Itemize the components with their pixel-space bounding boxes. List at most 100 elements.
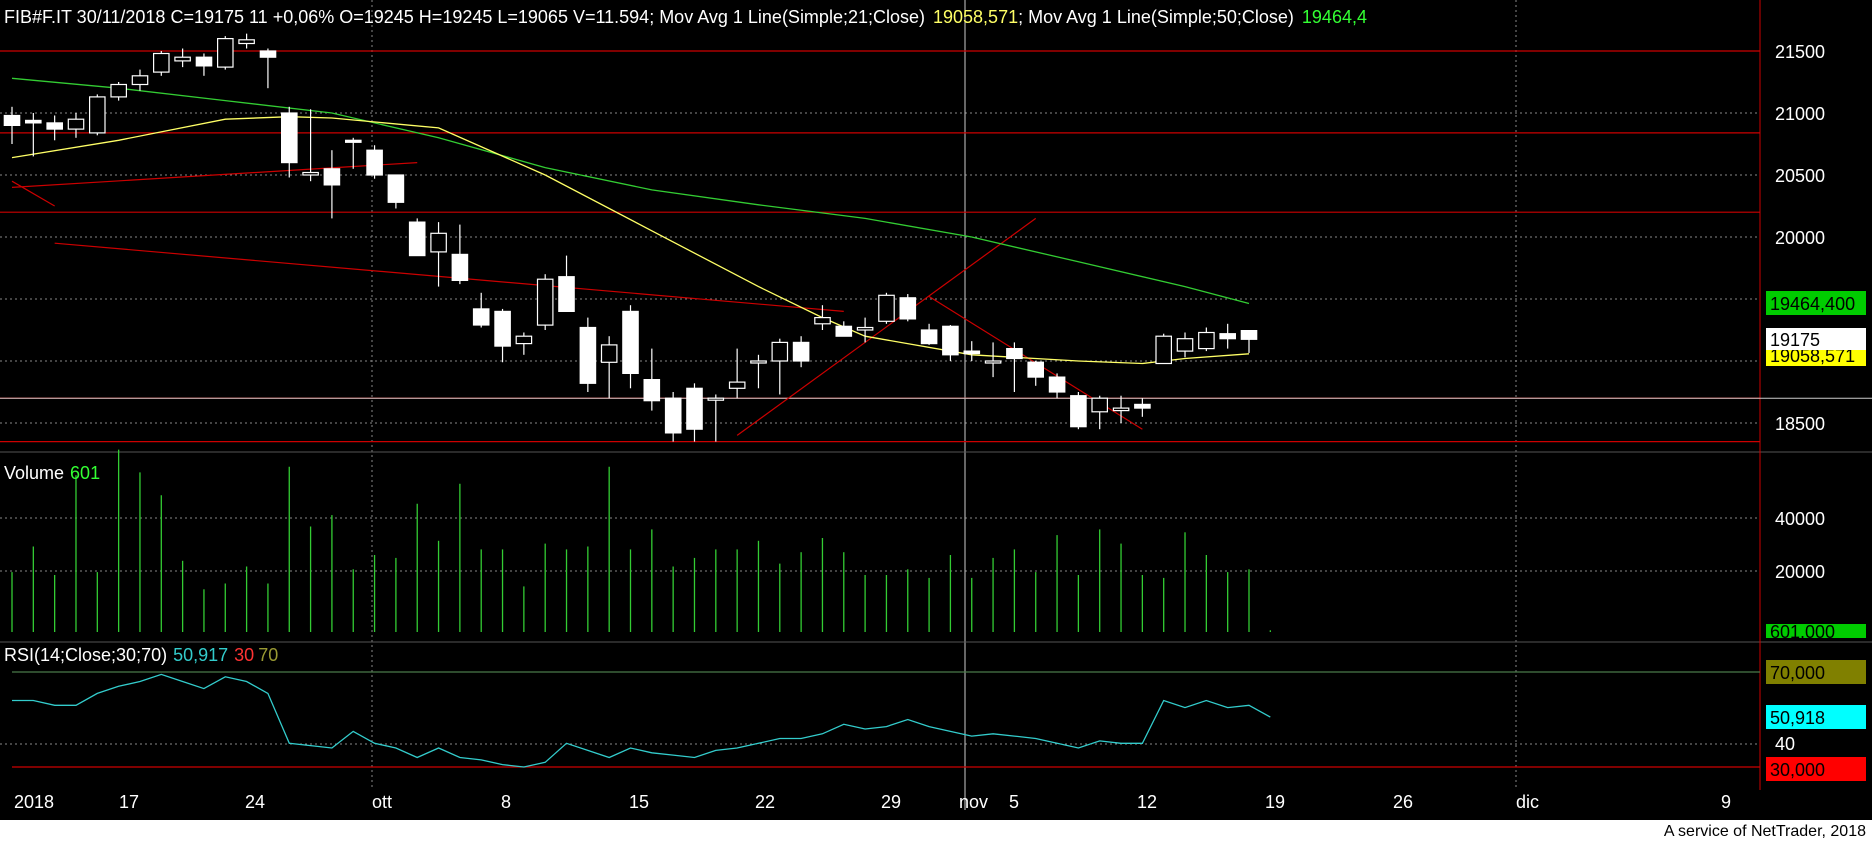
ma21-line [11,116,1250,365]
price-tick: 20000 [1775,228,1825,248]
date-tick: 2018 [14,792,54,812]
candlestick [707,394,725,442]
price-tick: 20500 [1775,166,1825,186]
candlestick [920,323,938,345]
date-tick: 9 [1721,792,1731,812]
gridlines [0,0,1760,790]
candle-body [1112,407,1130,412]
candlestick [25,113,42,157]
candle-body [728,381,746,389]
ma21-tag: 19058,571 [1770,346,1855,366]
candlestick [622,305,639,389]
date-tick: 22 [755,792,775,812]
candlestick [963,341,981,361]
candlestick [835,321,853,337]
volume-panel [11,449,1271,632]
footer-credit: A service of NetTrader, 2018 [1663,823,1866,840]
candle-body [579,326,597,384]
candlestick [515,332,533,355]
candle-body [345,139,362,143]
date-tick: 26 [1393,792,1413,812]
candlestick [366,145,383,179]
candle-body [195,56,213,67]
rsi-axis-ticks: 40 [1775,734,1795,754]
candlestick [217,36,234,70]
rsi-tick: 40 [1775,734,1795,754]
candle-body [1070,395,1087,428]
candle-body [1155,335,1172,365]
candlestick [984,342,1002,378]
candlestick [494,308,511,363]
close-tag: 19175 [1770,330,1820,350]
candle-body [814,317,831,325]
candlestick [451,224,469,285]
candlestick [408,218,426,257]
candle-body [451,253,469,281]
candlestick [345,137,362,169]
candle-body [46,122,63,130]
candlestick [1240,330,1258,353]
candle-body [494,310,511,347]
date-tick: 17 [119,792,139,812]
candle-body [1091,397,1108,413]
rsi-value-tag-bg [1766,705,1866,729]
candle-body [408,221,426,257]
candle-body [472,308,490,326]
candlestick [1219,323,1236,349]
candlestick [110,82,127,101]
rsi-high-tag-bg [1766,660,1866,684]
volume-panel-title: Volume 601 [4,463,100,483]
volume-tick: 40000 [1775,509,1825,529]
candle-body [878,294,895,322]
trendline [11,180,55,207]
candlestick [1155,333,1172,365]
candle-body [1134,403,1151,409]
candlestick [750,354,767,389]
candle-body [963,350,981,355]
ma50-label: ; Mov Avg 1 Line(Simple;50;Close) [1018,7,1294,27]
date-tick: 12 [1137,792,1157,812]
value-tags: 19464,400 19058,571 19175 601,000 70,000… [1766,291,1866,781]
stock-chart[interactable]: FIB#F.IT 30/11/2018 C=19175 11 +0,06% O=… [0,0,1872,820]
date-tick: nov [959,792,988,812]
candlestick [686,383,703,442]
candlestick [1176,332,1194,358]
candle-body [387,174,405,203]
candlestick [131,69,149,91]
candle-body [323,168,341,186]
candlestick [302,109,319,182]
trendline [11,162,418,188]
candlestick [878,292,895,324]
candlestick [46,115,63,141]
candle-body [686,387,703,430]
candlestick [558,255,575,313]
candle-body [664,397,682,434]
candle-body [920,329,938,345]
volume-tag-bg [1766,624,1866,638]
date-axis: 2018 17 24 ott 8 15 22 29 nov 5 12 19 26… [14,792,1731,812]
candlestick [3,106,21,144]
candlestick [814,305,831,330]
date-tick: 24 [245,792,265,812]
candlestick [771,338,789,395]
date-tick: 15 [629,792,649,812]
candlestick [1134,398,1151,417]
rsi-panel [12,671,1760,768]
candlestick [899,294,917,322]
rsi-high-tag: 70,000 [1770,663,1825,683]
candle-body [110,83,127,98]
candlestick [664,392,682,442]
candlestick [1198,327,1215,352]
ma21-value: 19058,571 [933,7,1018,27]
candle-body [174,56,191,62]
candle-body [217,37,234,68]
ma50-tag: 19464,400 [1770,294,1855,314]
rsi-low-tag-bg [1766,757,1866,781]
candle-body [1027,361,1044,378]
candle-body [131,75,149,86]
candlestick [792,336,810,368]
candle-body [1006,348,1023,360]
ma50-tag-bg [1766,291,1866,315]
candle-body [88,96,106,134]
price-panel [0,33,1872,443]
